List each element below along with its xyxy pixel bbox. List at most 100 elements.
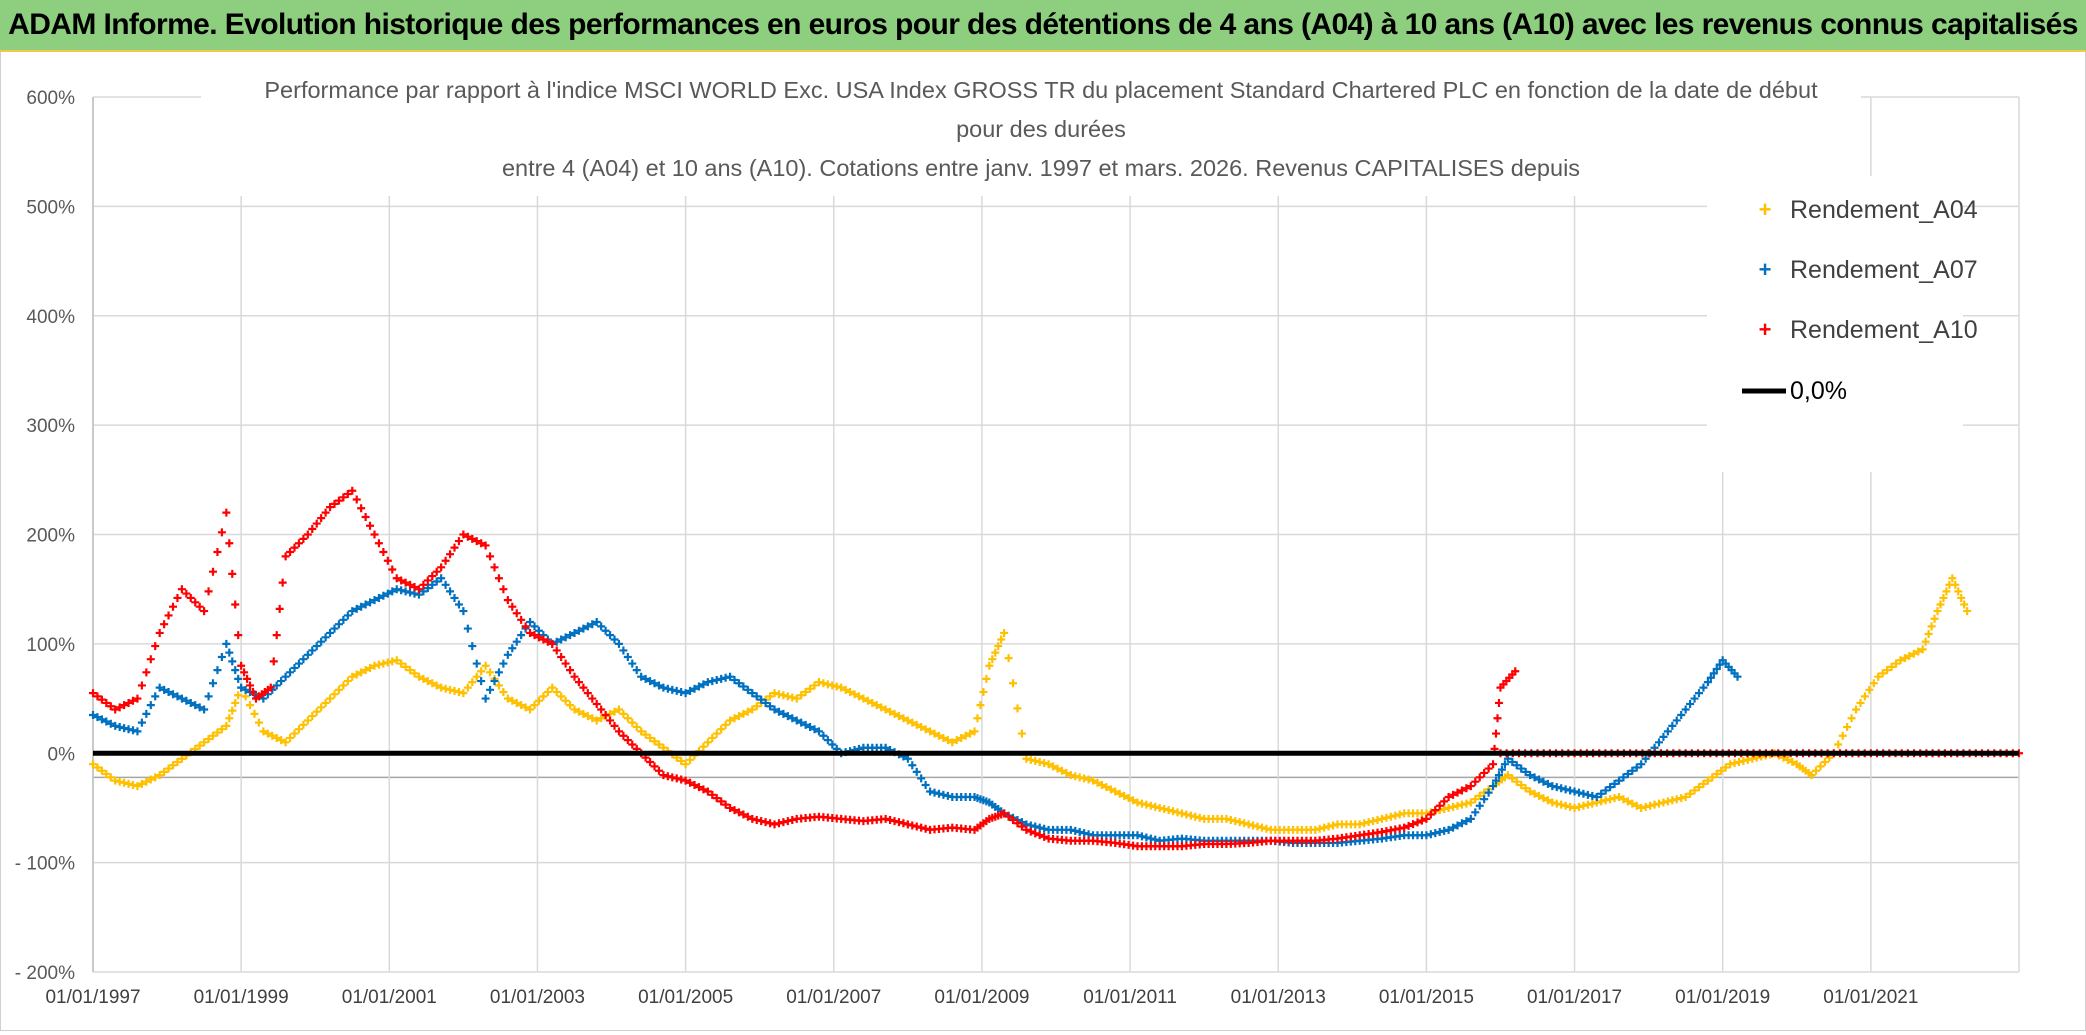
data-point (1526, 787, 1535, 796)
data-point (243, 674, 252, 683)
legend-item-a07[interactable]: + Rendement_A07 (1759, 256, 1978, 284)
data-point (681, 760, 690, 769)
data-point (200, 607, 209, 616)
data-point (1466, 814, 1475, 823)
data-point (872, 701, 881, 710)
data-point (734, 808, 743, 817)
data-point (93, 713, 102, 722)
data-point (539, 635, 548, 644)
data-point (463, 624, 472, 633)
data-point (985, 661, 994, 670)
data-point (566, 631, 575, 640)
data-point (142, 668, 151, 677)
data-point (1709, 669, 1718, 678)
data-point (810, 681, 819, 690)
data-point (1004, 654, 1013, 663)
data-point (828, 740, 837, 749)
data-point (601, 710, 610, 719)
legend-item-a04[interactable]: + Rendement_A04 (1759, 196, 1978, 224)
data-point (164, 611, 173, 620)
data-point (308, 525, 317, 534)
x-tick-label: 01/01/2013 (1231, 987, 1326, 1008)
data-point (819, 731, 828, 740)
data-point (1102, 783, 1111, 792)
data-point (1703, 776, 1712, 785)
data-point (317, 637, 326, 646)
series-rendement-a04 (89, 574, 1972, 834)
data-point (1619, 773, 1628, 782)
data-point (641, 674, 650, 683)
data-point (841, 685, 850, 694)
data-point (423, 677, 432, 686)
data-point (508, 602, 517, 611)
data-point (654, 740, 663, 749)
data-point (579, 624, 588, 633)
data-point (1534, 791, 1543, 800)
data-point (392, 574, 401, 583)
data-point (1521, 767, 1530, 776)
data-point (592, 700, 601, 709)
x-tick-label: 01/01/2005 (638, 987, 733, 1008)
data-point (1960, 600, 1969, 609)
data-point (204, 587, 213, 596)
data-point (294, 659, 303, 668)
data-point (614, 727, 623, 736)
data-point (312, 519, 321, 528)
data-point (908, 761, 917, 770)
data-point (1017, 822, 1026, 831)
data-point (182, 696, 191, 705)
data-point (610, 707, 619, 716)
data-point (654, 766, 663, 775)
data-point (1601, 786, 1610, 795)
data-point (1022, 825, 1031, 834)
data-point (468, 534, 477, 543)
data-point (195, 741, 204, 750)
data-point (566, 701, 575, 710)
data-point (246, 701, 255, 710)
data-point (512, 609, 521, 618)
data-point (774, 707, 783, 716)
data-point (195, 602, 204, 611)
data-point (650, 737, 659, 746)
data-point (1471, 808, 1480, 817)
data-point (237, 683, 246, 692)
data-point (1699, 683, 1708, 692)
data-point (1939, 593, 1948, 602)
data-point (1807, 771, 1816, 780)
data-point (743, 812, 752, 821)
data-point (486, 685, 495, 694)
data-point (137, 779, 146, 788)
data-point (241, 685, 250, 694)
data-point (1686, 789, 1695, 798)
data-point (1497, 765, 1506, 774)
series-layer (89, 486, 2023, 851)
data-point (908, 718, 917, 727)
legend-item-zero[interactable]: 0,0% (1742, 377, 1847, 405)
data-point (699, 680, 708, 689)
data-point (450, 593, 459, 602)
data-point (623, 736, 632, 745)
data-point (383, 589, 392, 598)
legend-item-a10[interactable]: + Rendement_A10 (1759, 316, 1978, 344)
data-point (1539, 794, 1548, 803)
data-point (1681, 705, 1690, 714)
data-point (481, 694, 490, 703)
data-point (151, 773, 160, 782)
data-point (1493, 714, 1502, 723)
data-point (503, 694, 512, 703)
data-point (1426, 810, 1435, 819)
data-point (579, 683, 588, 692)
data-point (1435, 801, 1444, 810)
data-point (508, 696, 517, 705)
chart-title-line-1: Performance par rapport à l'indice MSCI … (264, 77, 1818, 103)
data-point (169, 761, 178, 770)
data-point (1909, 649, 1918, 658)
data-point (1539, 777, 1548, 786)
data-point (1035, 831, 1044, 840)
data-point (566, 666, 575, 675)
data-point (459, 530, 468, 539)
data-point (410, 669, 419, 678)
data-point (303, 716, 312, 725)
data-point (133, 727, 142, 736)
data-point (1000, 628, 1009, 637)
